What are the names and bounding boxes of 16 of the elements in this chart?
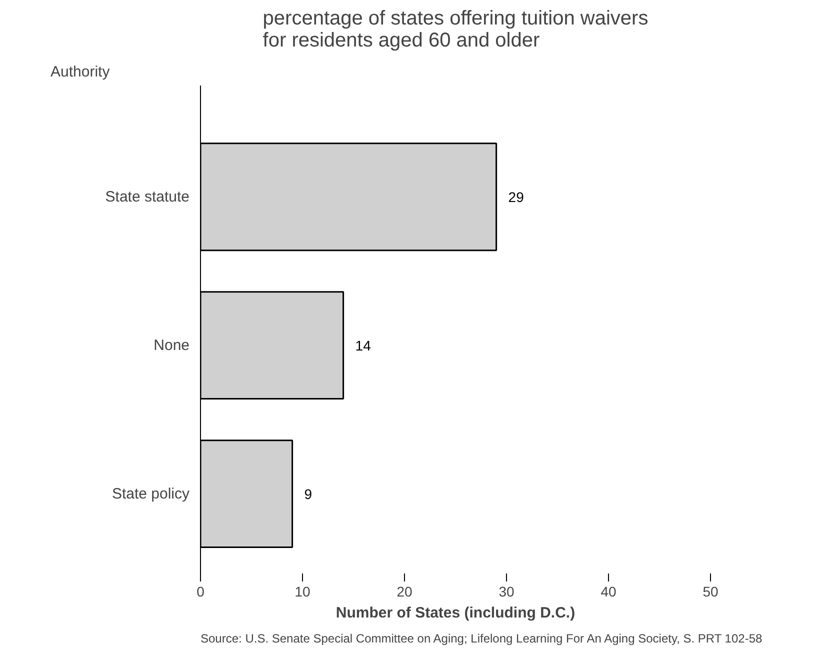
data-label: 9 [304,486,312,502]
y-tick-label: None [154,336,190,354]
data-label: 29 [508,188,524,205]
x-tick-label: 0 [196,584,205,600]
x-tick-label: 20 [396,584,412,600]
x-axis-title: Number of States (including D.C.) [336,604,576,622]
x-tick-label: 50 [702,584,718,600]
data-label: 14 [355,337,372,354]
y-tick-label: State policy [112,485,190,502]
chart-title: percentage of states offering tuition waivers for residents aged 60 and older [262,8,648,52]
y-axis-title: Authority [50,64,110,80]
x-tick-label: 10 [294,584,310,600]
source-note: Source: U.S. Senate Special Committee on Aging; Lifelong Learning For An Aging Society, S. PRT 102-58 [200,632,762,646]
x-tick-label: 30 [498,584,514,600]
x-tick-label: 40 [600,584,616,600]
y-tick-label: State statute [105,188,190,206]
